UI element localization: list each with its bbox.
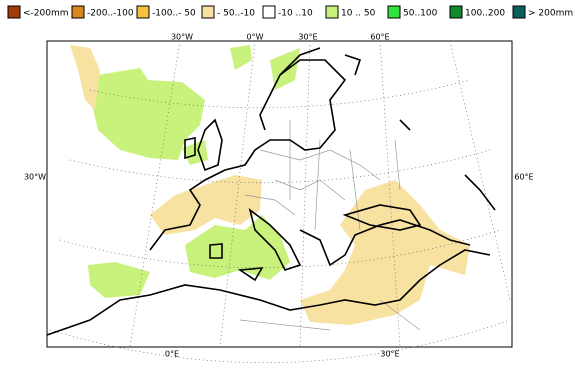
legend-swatch [71,5,85,19]
legend-label: 50..100 [403,9,438,19]
legend-label: 10 .. 50 [341,9,376,19]
country-borders [239,120,421,331]
wet-area [88,262,150,298]
wet-area [185,215,290,280]
wet-area [92,68,205,160]
dry-area [300,180,470,325]
coastline [46,249,491,336]
wet-area [182,45,300,165]
lon-label: 30°W [171,33,193,42]
legend-label: > 200mm [528,9,573,19]
legend-swatch [262,5,276,19]
lon-label: 0°E [165,350,179,359]
legend-label: -10 ..10 [278,9,313,19]
legend-swatch [201,5,215,19]
legend: <-200mm -200..-100 -100..- 50 - 50..-10 -10 … [7,5,573,19]
lon-label: 30°E [298,33,317,42]
coastline [184,118,223,172]
legend-label: 100..200 [465,9,505,19]
legend-label: <-200mm [23,9,69,19]
legend-swatch [325,5,339,19]
axis-labels: 30°W 0°W 30°E 60°E 30°W 60°E 0°E 30°E [24,33,534,359]
legend-swatch [449,5,463,19]
coastline [149,59,347,251]
legend-label: - 50..-10 [217,9,255,19]
legend-swatch [136,5,150,19]
dry-area [150,175,262,235]
legend-swatch [512,5,526,19]
lon-label: 30°E [380,350,399,359]
coastline [209,208,302,282]
coastline [279,47,496,211]
map-content [46,40,511,363]
lon-label: 60°E [514,173,533,182]
coastline [299,204,471,267]
lon-label: 0°W [247,33,264,42]
legend-label: -100..- 50 [152,9,196,19]
lon-label: 60°E [370,33,389,42]
lon-label: 30°W [24,173,46,182]
legend-swatch [387,5,401,19]
dry-area [70,45,100,110]
legend-label: -200..-100 [87,9,134,19]
legend-swatch [7,5,21,19]
